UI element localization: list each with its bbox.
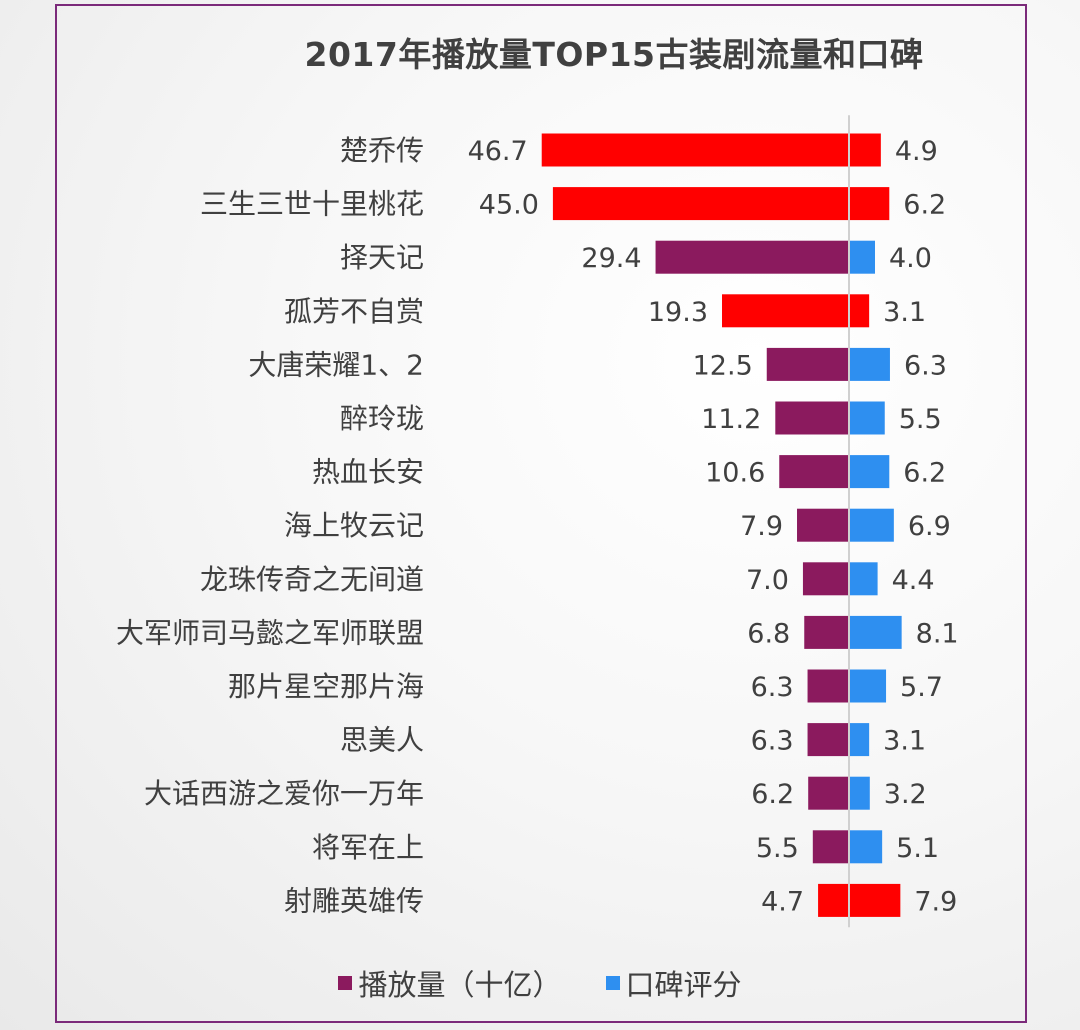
views-bar: [802, 562, 849, 596]
views-bar: [807, 723, 849, 757]
rating-bar: [849, 187, 890, 221]
rating-bar: [849, 401, 885, 435]
views-bar: [722, 294, 849, 328]
views-bar: [808, 776, 849, 810]
rating-value-label: 6.3: [904, 350, 947, 381]
views-value-label: 10.6: [705, 458, 765, 489]
rating-value-label: 3.2: [884, 779, 927, 810]
views-value-label: 11.2: [701, 404, 761, 435]
rating-bar: [849, 562, 878, 596]
rating-value-label: 8.1: [916, 618, 959, 649]
rating-value-label: 6.2: [903, 458, 946, 489]
category-label: 大话西游之爱你一万年: [144, 777, 424, 810]
rating-value-label: 4.9: [895, 136, 938, 167]
views-bar: [812, 830, 849, 864]
views-bar: [807, 669, 849, 703]
rating-bar: [849, 883, 901, 917]
views-value-label: 45.0: [479, 190, 539, 221]
legend-swatch-rating: [605, 976, 620, 990]
legend-item-rating: 口碑评分: [605, 962, 742, 1004]
rating-bar: [849, 508, 894, 542]
views-value-label: 46.7: [468, 136, 528, 167]
category-label: 楚乔传: [340, 134, 424, 167]
rating-bar: [849, 615, 902, 649]
category-label: 醉玲珑: [340, 402, 424, 435]
views-value-label: 6.3: [751, 672, 794, 703]
legend-swatch-views: [338, 976, 353, 990]
views-value-label: 19.3: [648, 297, 708, 328]
rating-value-label: 5.7: [900, 672, 943, 703]
category-label: 热血长安: [312, 456, 424, 489]
views-value-label: 5.5: [756, 833, 799, 864]
rating-bar: [849, 669, 887, 703]
views-value-label: 6.3: [751, 726, 794, 757]
chart-title: 2017年播放量TOP15古装剧流量和口碑: [304, 35, 924, 74]
category-label: 孤芳不自赏: [284, 295, 424, 328]
views-bar: [818, 883, 849, 917]
category-label: 大军师司马懿之军师联盟: [116, 616, 424, 649]
rating-bar: [849, 455, 890, 489]
value-labels: 46.7 4.9 45.0 6.2 29.4 4.0 19.3 3.1 12.5 6.3 11.2 5…: [468, 136, 959, 917]
rating-bar: [849, 133, 881, 167]
chart-legend: 播放量（十亿） 口碑评分: [0, 962, 1080, 1004]
rating-value-label: 5.1: [896, 833, 939, 864]
rating-bar: [849, 240, 875, 274]
views-bar: [804, 615, 849, 649]
category-label: 那片星空那片海: [228, 670, 424, 703]
category-label: 思美人: [340, 724, 424, 757]
views-value-label: 6.2: [751, 779, 794, 810]
views-value-label: 29.4: [581, 243, 641, 274]
rating-value-label: 3.1: [883, 726, 926, 757]
category-label: 海上牧云记: [284, 509, 424, 542]
chart-frame: [55, 4, 1027, 1023]
views-bar: [766, 347, 849, 381]
rating-bar: [849, 830, 883, 864]
rating-value-label: 5.5: [899, 404, 942, 435]
rating-value-label: 4.0: [889, 243, 932, 274]
rating-bars: [849, 133, 902, 917]
views-value-label: 6.8: [747, 618, 790, 649]
rating-bar: [849, 723, 870, 757]
category-label: 龙珠传奇之无间道: [200, 563, 424, 596]
category-label: 将军在上: [312, 831, 424, 864]
views-bar: [779, 455, 849, 489]
legend-item-views: 播放量（十亿）: [338, 962, 562, 1004]
views-bar: [655, 240, 849, 274]
legend-label-rating: 口碑评分: [625, 968, 742, 1002]
views-value-label: 7.0: [746, 565, 789, 596]
category-label: 大唐荣耀1、2: [248, 348, 424, 381]
rating-value-label: 4.4: [892, 565, 935, 596]
views-bar: [541, 133, 849, 167]
views-bars: [541, 133, 849, 917]
rating-bar: [849, 776, 870, 810]
category-label: 射雕英雄传: [284, 884, 424, 917]
views-value-label: 12.5: [693, 350, 753, 381]
legend-label-views: 播放量（十亿）: [358, 968, 562, 1002]
category-label: 择天记: [340, 241, 424, 274]
rating-value-label: 3.1: [883, 297, 926, 328]
rating-value-label: 7.9: [914, 886, 957, 917]
views-bar: [775, 401, 849, 435]
category-label: 三生三世十里桃花: [200, 188, 424, 221]
views-value-label: 4.7: [761, 886, 804, 917]
views-bar: [552, 187, 849, 221]
rating-value-label: 6.2: [903, 190, 946, 221]
rating-bar: [849, 347, 890, 381]
views-bar: [797, 508, 849, 542]
views-value-label: 7.9: [740, 511, 783, 542]
rating-value-label: 6.9: [908, 511, 951, 542]
rating-bar: [849, 294, 870, 328]
